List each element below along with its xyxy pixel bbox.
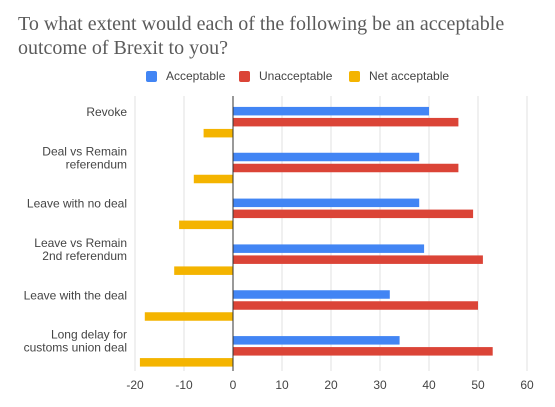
category-label: customs union deal [24,341,127,355]
legend-label-net-acceptable: Net acceptable [369,69,450,83]
chart-title: To what extent would each of the followi… [18,13,505,59]
category-label: Revoke [86,105,127,119]
category-label: Long delay for [51,328,127,342]
x-tick-label: 20 [324,378,338,392]
bar-net-acceptable [139,358,233,367]
bar-unacceptable [233,255,483,264]
bar-net-acceptable [174,266,233,275]
legend-label-unacceptable: Unacceptable [259,69,333,83]
bar-acceptable [233,106,429,116]
bar-unacceptable [233,163,459,173]
category-label: referendum [66,157,127,171]
bar-net-acceptable [193,174,233,184]
category-label: Leave with no deal [27,197,127,211]
legend-item-acceptable: Acceptable [146,68,225,84]
bar-acceptable [233,152,420,162]
legend-item-unacceptable: Unacceptable [239,68,332,84]
category-label: 2nd referendum [42,249,127,263]
chart-legend: Acceptable Unacceptable Net acceptable [0,68,555,84]
bar-net-acceptable [179,220,233,230]
category-label: Leave with the deal [24,288,127,302]
x-tick-label: -20 [126,378,144,392]
x-tick-label: 50 [471,378,485,392]
bar-unacceptable [233,301,478,310]
x-tick-label: 10 [275,378,289,392]
bar-acceptable [233,336,400,345]
legend-swatch-net-acceptable [349,70,360,82]
bar-acceptable [233,198,420,208]
legend-swatch-acceptable [146,70,157,82]
bar-unacceptable [233,209,474,219]
x-tick-label: -10 [175,378,193,392]
x-tick-label: 40 [422,378,436,392]
category-label: Deal vs Remain [42,144,127,158]
legend-label-acceptable: Acceptable [166,69,226,83]
bar-unacceptable [233,347,493,356]
x-tick-label: 0 [230,378,237,392]
bar-net-acceptable [144,312,233,321]
bar-acceptable [233,290,390,299]
x-tick-label: 30 [373,378,387,392]
bar-unacceptable [233,117,459,127]
x-tick-label: 60 [520,378,534,392]
legend-swatch-unacceptable [239,70,250,82]
bar-net-acceptable [203,128,233,138]
category-label: Leave vs Remain [34,236,127,250]
bar-acceptable [233,244,425,253]
legend-item-net-acceptable: Net acceptable [349,68,449,84]
